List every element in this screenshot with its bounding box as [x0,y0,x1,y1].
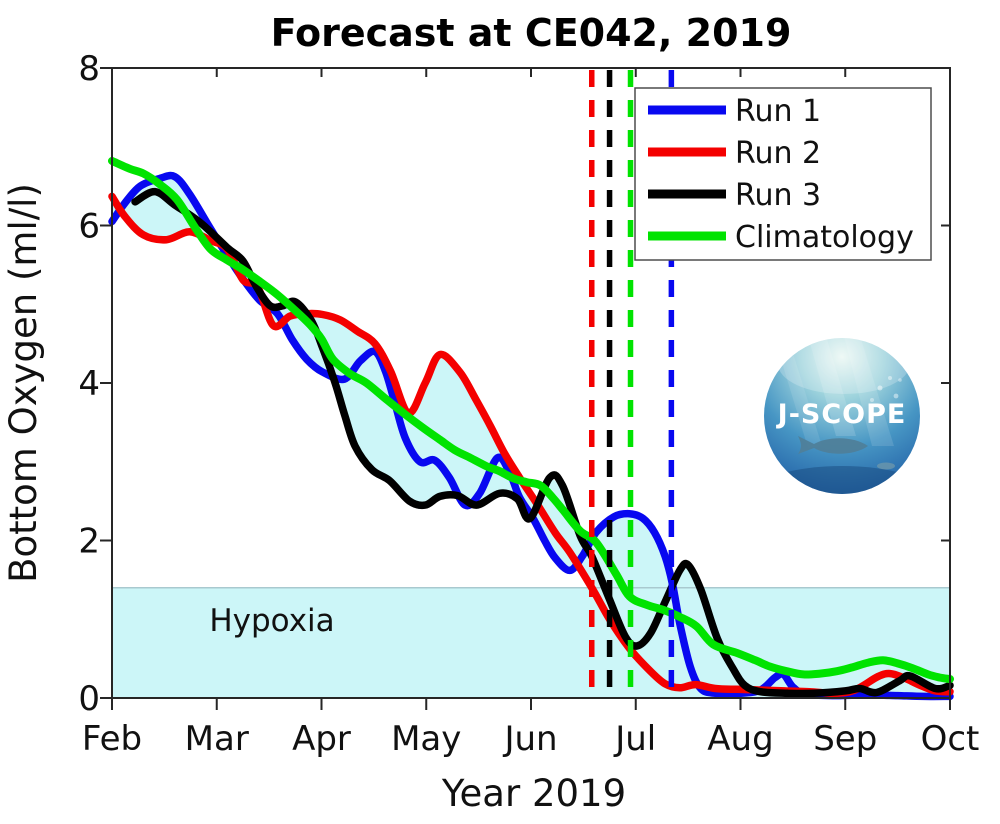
run-3-line [131,187,954,698]
legend-label-run-3: Run 3 [735,178,821,213]
x-tick-label: Jul [613,719,656,759]
axes-layer [100,67,951,710]
legend-label-run-2: Run 2 [735,136,821,171]
bubble-icon [898,378,902,382]
x-tick-label: May [391,719,461,759]
y-tick-label: 0 [78,679,100,719]
y-tick-label: 2 [78,522,100,562]
x-tick-label: Sep [813,719,877,759]
water-glow [778,338,910,394]
bubble-icon [877,385,883,391]
bubble-icon [888,376,892,380]
y-axis-label: Bottom Oxygen (ml/l) [2,183,45,583]
seafloor-shade [764,466,920,494]
x-tick-label: Oct [921,719,980,759]
legend-box [634,87,932,261]
light-ray-icon [780,350,822,448]
light-ray-icon [844,338,894,446]
x-axis-label: Year 2019 [441,772,626,815]
x-tick-label: Feb [82,719,142,759]
logo-text: J-SCOPE [776,399,907,430]
legend: Run 1 Run 2 Run 3 Climatology [634,87,932,261]
hypoxia-band [112,587,950,698]
fish-icon [798,436,868,454]
y-tick-label: 6 [78,207,100,247]
legend-label-run-1: Run 1 [735,94,821,129]
jscope-logo: J-SCOPE [764,338,920,494]
hypoxia-label: Hypoxia [209,603,334,639]
logo-art [764,338,920,494]
climatology-line [108,156,954,684]
y-tick-label: 4 [78,364,100,404]
curves-layer [108,156,954,701]
legend-label-climatology: Climatology [735,220,914,255]
x-tick-label: Mar [185,719,249,759]
bubble-icon [870,398,874,402]
y-tick-label: 8 [78,49,100,89]
x-tick-label: Jun [502,719,557,759]
x-tick-label: Aug [707,719,773,759]
small-fish-icon [877,462,895,470]
bubble-icon [893,393,899,399]
logo-circle [764,338,920,494]
tick-labels-layer: Feb Mar Apr May Jun Jul Aug Sep Oct 0 2 4 6 8 [78,49,979,759]
chart-title: Forecast at CE042, 2019 [271,11,792,55]
x-tick-label: Apr [292,719,351,759]
light-ray-icon [808,338,856,436]
